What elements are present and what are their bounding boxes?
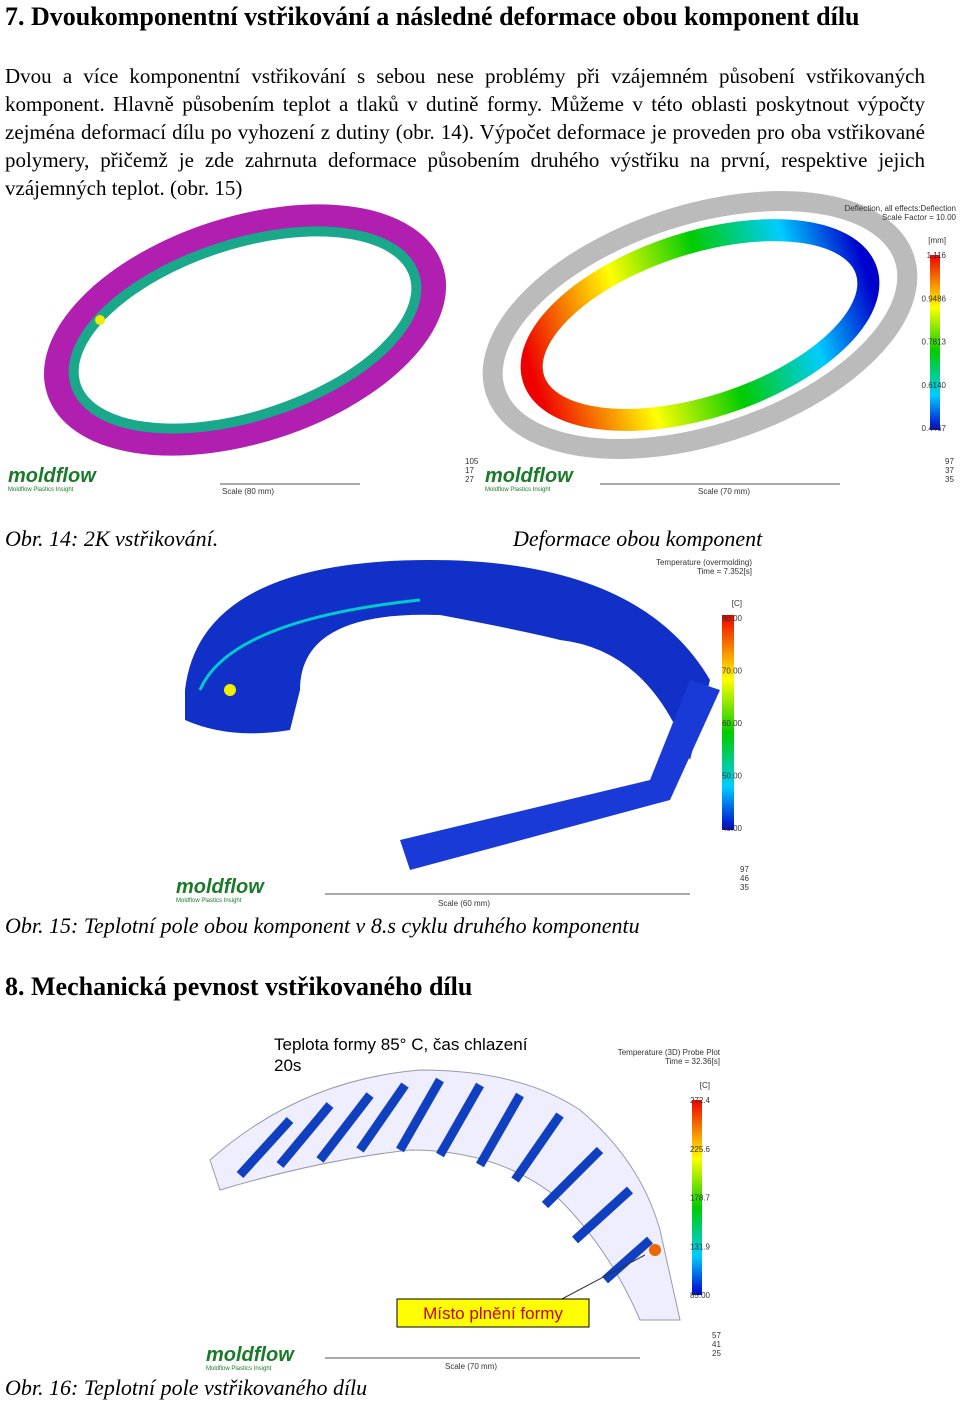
gate (224, 684, 236, 696)
legend-tick: 40.00 (722, 824, 743, 833)
logo-subtitle: Moldflow Plastics Insight (8, 487, 74, 493)
legend-tick: 85.00 (690, 1291, 711, 1300)
caption: Deformace obou komponent (513, 526, 763, 551)
caption: Obr. 15: Teplotní pole obou komponent v … (5, 913, 640, 938)
legend-subtitle: Scale Factor = 10.00 (882, 213, 957, 222)
scale-label: Scale (70 mm) (445, 1362, 497, 1371)
scale-label: Scale (70 mm) (698, 487, 750, 496)
legend-unit: [mm] (928, 236, 946, 245)
legend-unit: [C] (700, 1081, 710, 1090)
heading: 7. Dvoukomponentní vstřikování a následn… (5, 2, 860, 31)
part-shape (482, 191, 918, 459)
legend-tick: 0.6140 (922, 381, 947, 390)
callout-box (396, 1298, 590, 1328)
note: 20s (274, 1056, 301, 1075)
caption: Obr. 14: 2K vstřikování. (5, 526, 219, 551)
figure-16 (209, 1069, 702, 1359)
legend-bar (692, 1100, 702, 1295)
figure-15 (185, 560, 734, 895)
legend-bar (722, 615, 734, 830)
axis-value: 17 (465, 466, 474, 475)
scale-label: Scale (80 mm) (222, 487, 274, 496)
logo: moldflow (206, 1344, 295, 1366)
part-shape (185, 560, 710, 760)
legend-tick: 178.7 (690, 1194, 711, 1203)
ribs (236, 1077, 653, 1284)
axis-value: 57 (712, 1331, 721, 1340)
gate (649, 1244, 661, 1256)
paragraph: Dvou a více komponentní vstřikování s se… (5, 64, 925, 200)
note: Teplota formy 85° C, čas chlazení (274, 1035, 528, 1054)
logo-subtitle: Moldflow Plastics Insight (176, 898, 242, 904)
figure-14-right (482, 191, 940, 485)
part-shape (43, 204, 447, 456)
part-shape (68, 226, 422, 434)
legend-subtitle: Time = 32.36[s] (665, 1057, 720, 1066)
axis-value: 35 (945, 475, 954, 484)
legend-bar (930, 255, 940, 430)
axis-value: 97 (740, 865, 749, 874)
legend-tick: 1.116 (927, 251, 947, 260)
axis-value: 37 (945, 466, 954, 475)
legend-tick: 0.9486 (922, 294, 947, 303)
part-shape (520, 219, 880, 431)
legend-subtitle: Time = 7.352[s] (697, 567, 752, 576)
axis-value: 46 (740, 874, 749, 883)
scale-label: Scale (60 mm) (438, 899, 490, 908)
axis-value: 105 (465, 457, 479, 466)
legend-tick: 0.4467 (922, 424, 947, 433)
legend-title: Deflection, all effects:Deflection (845, 204, 956, 213)
logo: moldflow (485, 465, 574, 487)
legend-title: Temperature (3D) Probe Plot (618, 1048, 721, 1057)
legend-tick: 225.6 (690, 1145, 711, 1154)
legend-tick: 50.00 (722, 772, 743, 781)
legend-tick: 272.4 (690, 1096, 711, 1105)
axis-value: 41 (712, 1340, 721, 1349)
callout: Místo plnění formy (423, 1304, 563, 1323)
logo-subtitle: Moldflow Plastics Insight (206, 1366, 272, 1372)
logo: moldflow (8, 465, 97, 487)
part-shape (198, 598, 421, 691)
part-shape (209, 1069, 681, 1321)
figure-14-left (43, 204, 447, 485)
leader (559, 1254, 646, 1301)
part-shape (400, 680, 720, 870)
legend-title: Temperature (overmolding) (656, 558, 752, 567)
heading: 8. Mechanická pevnost vstřikovaného dílu (5, 972, 473, 1001)
caption: Obr. 16: Teplotní pole vstřikovaného díl… (5, 1375, 368, 1400)
axis-value: 97 (945, 457, 954, 466)
axis-value: 25 (712, 1349, 721, 1358)
legend-tick: 131.9 (690, 1242, 711, 1251)
legend-unit: [C] (732, 599, 742, 608)
logo-subtitle: Moldflow Plastics Insight (485, 487, 551, 493)
axis-value: 27 (465, 475, 474, 484)
legend-tick: 60.00 (722, 719, 743, 728)
legend-tick: 0.7813 (922, 338, 947, 347)
logo: moldflow (176, 876, 265, 898)
legend-tick: 80.00 (722, 614, 743, 623)
axis-value: 35 (740, 883, 749, 892)
gate (95, 315, 105, 325)
legend-tick: 70.00 (722, 667, 743, 676)
